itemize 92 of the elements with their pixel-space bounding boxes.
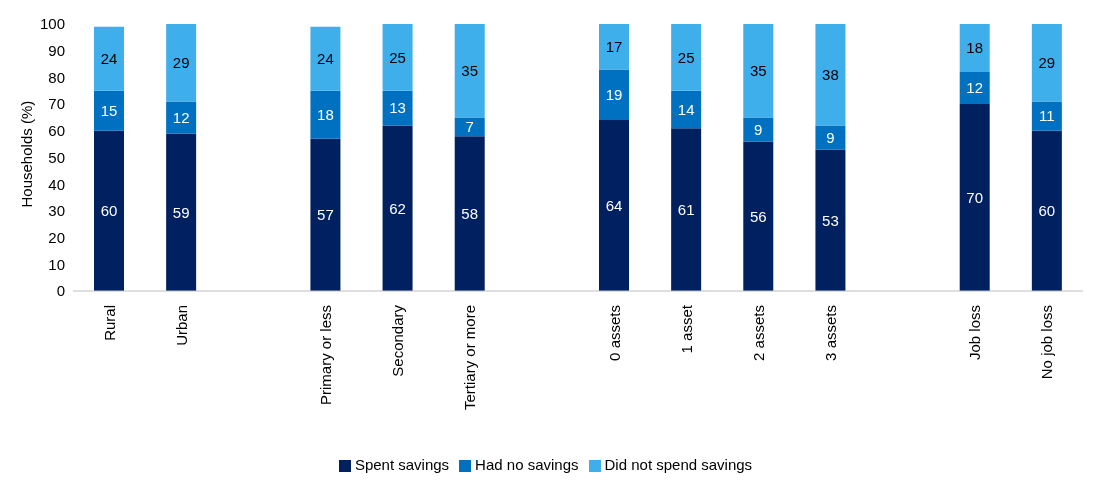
bar [959, 104, 990, 291]
x-tick-label: Tertiary or more [461, 305, 479, 411]
bar [310, 138, 341, 291]
data-label: 9 [754, 120, 763, 138]
data-label: 57 [317, 206, 334, 224]
bar [599, 69, 629, 121]
data-label: 59 [172, 203, 190, 221]
bar [959, 24, 990, 73]
y-tick-label: 20 [48, 228, 65, 246]
bar [94, 26, 124, 91]
bar [310, 90, 341, 139]
bar [454, 24, 485, 118]
y-tick-label: 80 [48, 68, 65, 86]
data-label: 70 [966, 188, 984, 206]
data-label: 12 [966, 79, 984, 97]
bar [671, 24, 702, 91]
data-label: 29 [1038, 54, 1056, 72]
bar [382, 125, 413, 291]
x-tick-label: Primary or less [317, 305, 334, 406]
y-axis-title: Households (%) [18, 100, 36, 208]
x-tick-label: Urban [172, 305, 190, 346]
data-label: 15 [100, 102, 118, 120]
x-tick-label: No job loss [1038, 305, 1056, 380]
data-label: 24 [100, 50, 118, 68]
bar [815, 125, 846, 150]
data-label: 58 [461, 204, 479, 222]
bar [743, 141, 774, 291]
x-tick-label: 2 assets [749, 305, 767, 361]
bar [310, 26, 341, 91]
data-label: 7 [465, 118, 474, 136]
data-label: 29 [172, 54, 190, 72]
data-label: 13 [389, 99, 406, 117]
y-tick-label: 0 [56, 282, 65, 300]
bar [166, 133, 197, 291]
bar [94, 130, 124, 291]
bar [815, 24, 846, 126]
y-tick-label: 50 [48, 148, 65, 166]
data-label: 11 [1039, 107, 1055, 125]
legend-label: Had no savings [475, 456, 579, 473]
x-tick-label: Rural [100, 305, 118, 341]
bar [382, 90, 413, 126]
y-tick-label: 60 [48, 122, 65, 140]
data-label: 17 [605, 38, 623, 56]
data-label: 9 [826, 128, 835, 146]
data-label: 14 [677, 100, 695, 118]
bar [382, 24, 413, 91]
data-label: 35 [461, 62, 479, 80]
y-tick-label: 10 [48, 255, 65, 273]
x-tick-label: 0 assets [605, 305, 623, 361]
data-label: 18 [317, 106, 334, 124]
bar [743, 117, 774, 142]
bar [1031, 24, 1062, 102]
bar [743, 24, 774, 118]
data-label: 12 [172, 108, 190, 126]
bar [599, 120, 629, 291]
bar [959, 72, 990, 105]
data-label: 25 [389, 48, 406, 66]
bar [671, 128, 702, 291]
y-tick-label: 30 [48, 202, 65, 220]
data-label: 25 [677, 48, 695, 66]
bar [1031, 101, 1062, 131]
data-label: 64 [605, 196, 623, 214]
x-tick-label: Job loss [966, 305, 984, 361]
legend-label: Spent savings [354, 456, 450, 473]
data-label: 38 [822, 66, 839, 84]
data-label: 53 [822, 211, 839, 229]
data-label: 24 [317, 50, 334, 68]
bar [815, 149, 846, 291]
bar [454, 117, 485, 137]
y-tick-label: 40 [48, 175, 65, 193]
bar [166, 24, 197, 102]
x-tick-label: Secondary [389, 304, 407, 377]
data-label: 19 [605, 86, 623, 104]
x-tick-label: 1 asset [677, 304, 695, 354]
bar [94, 90, 124, 131]
data-label: 61 [677, 200, 695, 218]
data-label: 56 [749, 207, 767, 225]
bar [599, 24, 629, 70]
data-label: 62 [389, 199, 406, 217]
data-label: 35 [749, 62, 767, 80]
data-label: 18 [966, 39, 984, 57]
y-tick-label: 100 [39, 15, 65, 33]
bar [454, 136, 485, 291]
bar [671, 90, 702, 129]
bar [166, 101, 197, 134]
data-label: 60 [1038, 202, 1056, 220]
data-label: 60 [100, 202, 118, 220]
bar [1031, 130, 1062, 291]
y-tick-label: 70 [48, 95, 65, 113]
legend-label: Did not spend savings [604, 456, 753, 473]
y-tick-label: 90 [48, 42, 65, 60]
x-tick-label: 3 assets [822, 305, 839, 361]
